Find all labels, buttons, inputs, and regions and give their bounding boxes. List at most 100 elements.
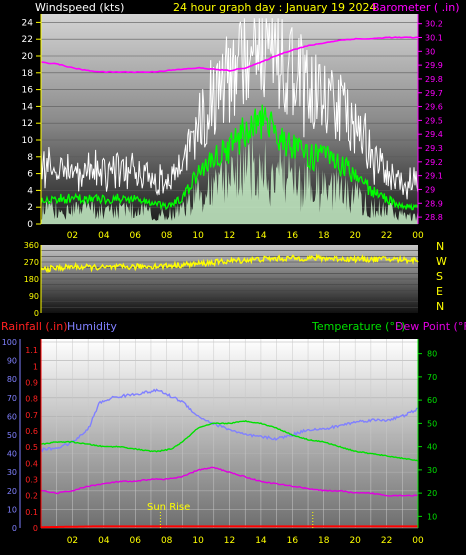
wind-y-tick-label: 0	[27, 220, 33, 230]
temp-y-tick-label: 10	[427, 512, 437, 521]
wind-x-tick-label: 12	[224, 231, 235, 241]
wind-x-tick-label: 00	[412, 231, 424, 241]
temp-x-tick-label: 04	[98, 536, 110, 546]
temp-y-tick-label: 40	[427, 443, 437, 452]
temp-x-tick-label: 10	[192, 536, 204, 546]
sunrise-label: Sun Rise	[147, 502, 190, 513]
wind-panel-axes: 02468101214161820222428.828.92929.129.22…	[22, 14, 443, 241]
baro-y-tick-label: 30	[425, 47, 435, 56]
temp-x-tick-label: 06	[130, 536, 142, 546]
wind-average-line	[40, 104, 419, 211]
humidity-y-tick-label: 10	[7, 505, 17, 514]
wind-y-tick-label: 8	[27, 153, 33, 163]
wind-y-tick-label: 12	[22, 119, 33, 129]
temp-x-tick-label: 14	[255, 536, 267, 546]
baro-y-tick-label: 30.1	[425, 33, 443, 42]
rain-y-tick-label: 0.9	[25, 378, 38, 387]
temp-x-tick-label: 08	[161, 536, 173, 546]
baro-y-tick-label: 28.8	[425, 213, 443, 222]
dewpoint-line	[40, 466, 418, 497]
temp-x-tick-label: 20	[349, 536, 361, 546]
wind-y-tick-label: 18	[22, 69, 34, 79]
temp-x-tick-label: 12	[224, 536, 235, 546]
humidity-y-tick-label: 0	[12, 524, 17, 533]
humidity-y-tick-label: 70	[7, 394, 17, 403]
wind-x-tick-label: 08	[161, 231, 173, 241]
humidity-y-tick-label: 60	[7, 412, 17, 421]
compass-label: W	[436, 255, 447, 268]
baro-y-tick-label: 28.9	[425, 199, 443, 208]
wind-y-tick-label: 16	[22, 86, 34, 96]
temp-y-tick-label: 60	[427, 396, 437, 405]
baro-y-tick-label: 30.2	[425, 20, 443, 29]
rain-y-tick-label: 1	[33, 362, 38, 371]
wind-axis-title: Windspeed (kts)	[35, 1, 124, 14]
wind-x-tick-label: 22	[381, 231, 392, 241]
temp-panel-grid	[41, 339, 418, 529]
rain-y-tick-label: 0.2	[25, 492, 38, 501]
wind-x-tick-label: 10	[192, 231, 204, 241]
temp-y-tick-label: 20	[427, 489, 437, 498]
compass-label: N	[436, 240, 444, 253]
humidity-y-tick-label: 40	[7, 450, 17, 459]
wind-lull-area	[41, 133, 418, 224]
baro-y-tick-label: 29.7	[425, 89, 443, 98]
temp-y-tick-label: 30	[427, 466, 437, 475]
wind-y-tick-label: 20	[22, 52, 34, 62]
rainfall-line	[41, 525, 418, 529]
temp-x-tick-label: 00	[412, 536, 424, 546]
baro-series-group	[41, 36, 419, 74]
rain-y-tick-label: 0.8	[25, 395, 38, 404]
rainfall-axis-title: Rainfall (.in)	[1, 320, 68, 333]
baro-y-tick-label: 29.6	[425, 103, 443, 112]
wind-y-tick-label: 4	[27, 186, 33, 196]
wind-series-group	[40, 18, 419, 224]
wind-x-tick-label: 02	[67, 231, 78, 241]
baro-y-tick-label: 29.4	[425, 130, 443, 139]
direction-y-tick-label: 0	[34, 309, 39, 318]
rain-y-tick-label: 0	[33, 524, 38, 533]
temp-x-tick-label: 22	[381, 536, 392, 546]
temp-panel-axes: 010203040506070809010000.10.20.30.40.50.…	[2, 338, 437, 546]
direction-y-tick-label: 180	[24, 275, 39, 284]
compass-label: N	[436, 300, 444, 313]
temperature-line	[40, 419, 419, 462]
rain-y-tick-label: 0.4	[25, 459, 38, 468]
humidity-axis-title: Humidity	[67, 320, 117, 333]
graph-title: 24 hour graph day : January 19 2024	[173, 1, 377, 14]
wind-x-tick-label: 14	[255, 231, 267, 241]
rain-y-tick-label: 0.5	[25, 443, 38, 452]
temp-x-tick-label: 18	[318, 536, 330, 546]
temperature-axis-title: Temperature (°F)	[311, 320, 406, 333]
wind-x-tick-label: 16	[287, 231, 299, 241]
humidity-y-tick-label: 30	[7, 468, 17, 477]
temp-y-tick-label: 50	[427, 419, 437, 428]
wind-gust-line	[40, 18, 419, 200]
direction-y-tick-label: 90	[29, 292, 39, 301]
wind-y-tick-label: 10	[22, 136, 34, 146]
wind-x-tick-label: 18	[318, 231, 330, 241]
rain-y-tick-label: 0.7	[25, 411, 38, 420]
baro-y-tick-label: 29.2	[425, 158, 443, 167]
rain-y-tick-label: 0.3	[25, 475, 38, 484]
temp-x-tick-label: 16	[287, 536, 299, 546]
humidity-y-tick-label: 20	[7, 487, 17, 496]
temp-x-tick-label: 02	[67, 536, 78, 546]
dewpoint-axis-title: Dew Point (°F)	[395, 320, 466, 333]
baro-y-tick-label: 29.9	[425, 61, 443, 70]
rain-y-tick-label: 0.6	[25, 427, 38, 436]
humidity-y-tick-label: 100	[2, 338, 17, 347]
humidity-y-tick-label: 50	[7, 431, 17, 440]
temp-y-tick-label: 70	[427, 373, 437, 382]
baro-y-tick-label: 29	[425, 185, 435, 194]
rain-y-tick-label: 0.1	[25, 508, 38, 517]
humidity-line	[40, 388, 419, 453]
direction-y-tick-label: 360	[24, 241, 39, 250]
wind-x-tick-label: 04	[98, 231, 110, 241]
wind-y-tick-label: 6	[27, 170, 33, 180]
wind-x-tick-label: 20	[349, 231, 361, 241]
baro-y-tick-label: 29.5	[425, 116, 443, 125]
